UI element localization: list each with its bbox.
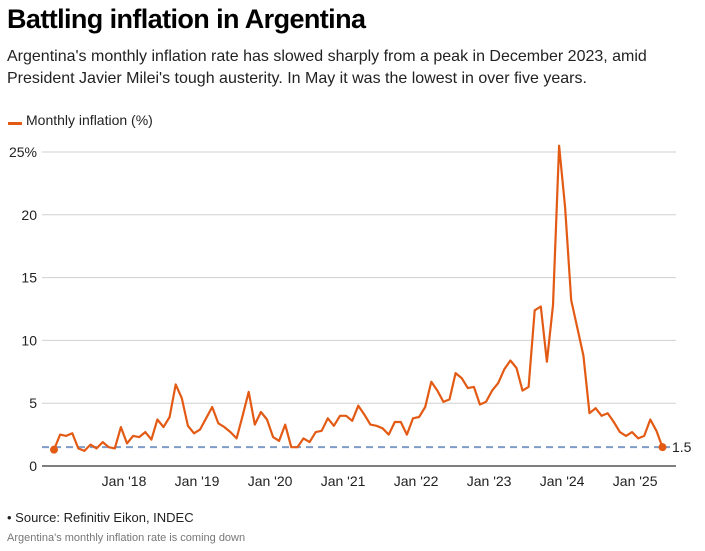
end-value-label: 1.5 xyxy=(672,439,692,455)
end-point-marker xyxy=(658,443,667,452)
x-tick-label: Jan '19 xyxy=(175,473,220,489)
x-tick-label: Jan '25 xyxy=(613,473,658,489)
legend-label: Monthly inflation (%) xyxy=(26,112,153,128)
x-axis: Jan '18 Jan '19 Jan '20 Jan '21 Jan '22 Jan '… xyxy=(102,473,658,489)
start-point-marker xyxy=(50,445,58,454)
legend: Monthly inflation (%) xyxy=(8,112,153,128)
chart-title: Battling inflation in Argentina xyxy=(7,4,366,34)
y-tick-label: 10 xyxy=(21,332,37,348)
series-layer xyxy=(50,144,667,454)
y-tick-label: 20 xyxy=(21,207,37,223)
reference-line: 1.5 xyxy=(42,439,692,455)
caption: Argentina's monthly inflation rate is co… xyxy=(7,532,246,544)
y-tick-label: 0 xyxy=(29,458,37,474)
line-chart: 0 5 10 15 20 25% Jan '18 Jan '19 Jan '20 Jan '21… xyxy=(9,144,692,489)
y-axis: 0 5 10 15 20 25% xyxy=(9,144,37,474)
y-tick-label: 5 xyxy=(29,395,37,411)
gridlines xyxy=(42,151,676,467)
x-tick-label: Jan '24 xyxy=(540,473,585,489)
x-tick-label: Jan '22 xyxy=(394,473,439,489)
source-note: • Source: Refinitiv Eikon, INDEC xyxy=(7,510,194,525)
x-tick-label: Jan '20 xyxy=(248,473,293,489)
x-tick-label: Jan '23 xyxy=(467,473,512,489)
x-tick-label: Jan '21 xyxy=(321,473,366,489)
y-tick-label: 15 xyxy=(21,270,37,286)
chart-subtitle: Argentina's monthly inflation rate has s… xyxy=(7,48,647,87)
y-tick-label: 25% xyxy=(9,144,37,160)
series-line xyxy=(52,144,664,452)
x-tick-label: Jan '18 xyxy=(102,473,147,489)
legend-swatch xyxy=(8,121,22,125)
